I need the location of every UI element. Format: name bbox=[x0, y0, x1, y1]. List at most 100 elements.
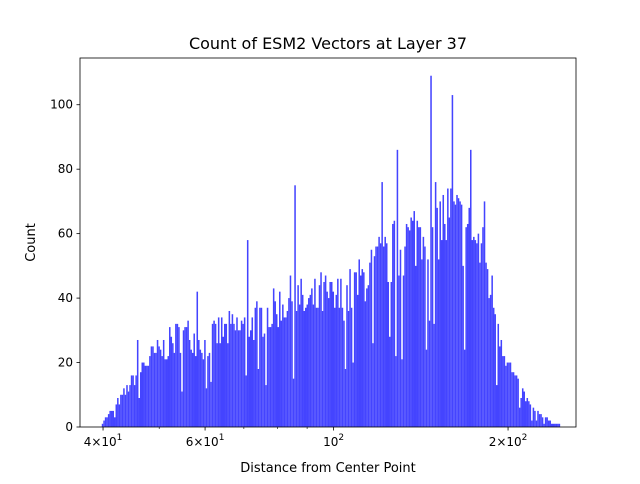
histogram-bar bbox=[381, 182, 383, 427]
histogram-bar bbox=[124, 394, 127, 427]
histogram-bar bbox=[256, 301, 258, 427]
histogram-bar bbox=[375, 246, 377, 427]
histogram-bar bbox=[101, 423, 104, 427]
histogram-bar bbox=[499, 346, 501, 427]
histogram-bar bbox=[439, 201, 441, 427]
histogram-bar bbox=[222, 336, 225, 427]
histogram-bar bbox=[454, 204, 457, 427]
y-tick-label: 80 bbox=[58, 162, 73, 176]
histogram-bar bbox=[315, 307, 318, 427]
histogram-bar bbox=[309, 294, 312, 427]
histogram-bar bbox=[521, 388, 524, 427]
histogram-bar bbox=[528, 401, 530, 427]
histogram-bar bbox=[208, 352, 211, 427]
histogram-bar bbox=[196, 291, 199, 427]
histogram-bar bbox=[167, 356, 170, 427]
histogram-bar bbox=[437, 259, 440, 427]
histogram-bar bbox=[234, 330, 237, 427]
histogram-bar bbox=[242, 323, 244, 427]
histogram-bar bbox=[503, 356, 506, 427]
histogram-bar bbox=[318, 285, 321, 427]
histogram-bar bbox=[431, 227, 434, 427]
y-tick-label: 100 bbox=[50, 98, 73, 112]
histogram-bar bbox=[353, 272, 356, 427]
histogram-bar bbox=[364, 301, 367, 427]
histogram-bar bbox=[407, 227, 409, 427]
histogram-bar bbox=[178, 327, 180, 427]
histogram-bar bbox=[127, 391, 130, 427]
histogram-bar bbox=[473, 236, 475, 427]
histogram-bar bbox=[444, 223, 446, 427]
histogram-bar bbox=[379, 243, 382, 427]
histogram-bar bbox=[445, 240, 448, 427]
histogram-bar bbox=[535, 420, 538, 427]
histogram-bar bbox=[450, 188, 452, 427]
histogram-bar bbox=[554, 423, 556, 427]
histogram-bar bbox=[477, 233, 480, 427]
histogram-bar bbox=[274, 301, 276, 427]
histogram-bar bbox=[126, 385, 128, 427]
histogram-bar bbox=[476, 243, 478, 427]
x-tick-label: 6×101 bbox=[186, 433, 225, 449]
histogram-bar bbox=[204, 339, 206, 427]
histogram-bar bbox=[291, 301, 293, 427]
histogram-bar bbox=[120, 394, 122, 427]
histogram-bar bbox=[508, 362, 510, 427]
histogram-bar bbox=[251, 317, 254, 427]
histogram-bar bbox=[306, 304, 309, 427]
histogram-bar bbox=[372, 343, 374, 427]
histogram-bar bbox=[340, 278, 342, 427]
histogram-bar bbox=[326, 291, 328, 427]
histogram-bar bbox=[265, 385, 267, 427]
histogram-bar bbox=[269, 327, 272, 427]
histogram-bar bbox=[176, 323, 179, 427]
histogram-bar bbox=[557, 423, 559, 427]
histogram-bar bbox=[471, 240, 474, 427]
histogram-bar bbox=[129, 385, 131, 427]
histogram-bar bbox=[162, 339, 165, 427]
histogram-bar bbox=[474, 240, 477, 427]
histogram-bar bbox=[398, 275, 400, 427]
histogram-bar bbox=[427, 259, 429, 427]
histogram-bar bbox=[118, 404, 121, 427]
histogram-bar bbox=[399, 249, 402, 427]
histogram-bar bbox=[136, 339, 139, 427]
histogram-bar bbox=[207, 356, 209, 427]
histogram-bar bbox=[184, 327, 186, 427]
histogram-bar bbox=[344, 368, 347, 427]
histogram-bar bbox=[453, 201, 455, 427]
histogram-bar bbox=[169, 327, 171, 427]
histogram-bar bbox=[117, 398, 119, 427]
histogram-bar bbox=[179, 352, 182, 427]
histogram-bar bbox=[552, 423, 555, 427]
histogram-bar bbox=[558, 423, 561, 427]
histogram-bar bbox=[500, 339, 503, 427]
histogram-bar bbox=[224, 323, 226, 427]
histogram-bar bbox=[205, 388, 208, 427]
histogram-bar bbox=[227, 343, 229, 427]
histogram-bar bbox=[298, 304, 301, 427]
histogram-bar bbox=[187, 320, 189, 427]
histogram-bar bbox=[447, 188, 449, 427]
x-axis-label: Distance from Center Point bbox=[240, 461, 416, 476]
histogram-bar bbox=[411, 220, 414, 427]
histogram-bar bbox=[123, 388, 125, 427]
histogram-bar bbox=[279, 291, 281, 427]
histogram-bar bbox=[271, 323, 273, 427]
histogram-bar bbox=[349, 269, 351, 427]
histogram-bar bbox=[511, 372, 513, 427]
histogram-bar bbox=[415, 265, 417, 427]
histogram-bar bbox=[300, 278, 302, 427]
histogram-bar bbox=[531, 420, 533, 427]
histogram-bar bbox=[217, 317, 220, 427]
histogram-bar bbox=[363, 272, 365, 427]
histogram-bar bbox=[320, 272, 322, 427]
histogram-bar bbox=[546, 417, 548, 427]
histogram-bar bbox=[245, 375, 247, 427]
histogram-bar bbox=[275, 314, 278, 427]
histogram-bar bbox=[346, 285, 348, 427]
histogram-bar bbox=[308, 298, 310, 427]
histogram-bar bbox=[456, 194, 458, 427]
histogram-bar bbox=[324, 275, 327, 427]
histogram-bar bbox=[526, 398, 529, 427]
